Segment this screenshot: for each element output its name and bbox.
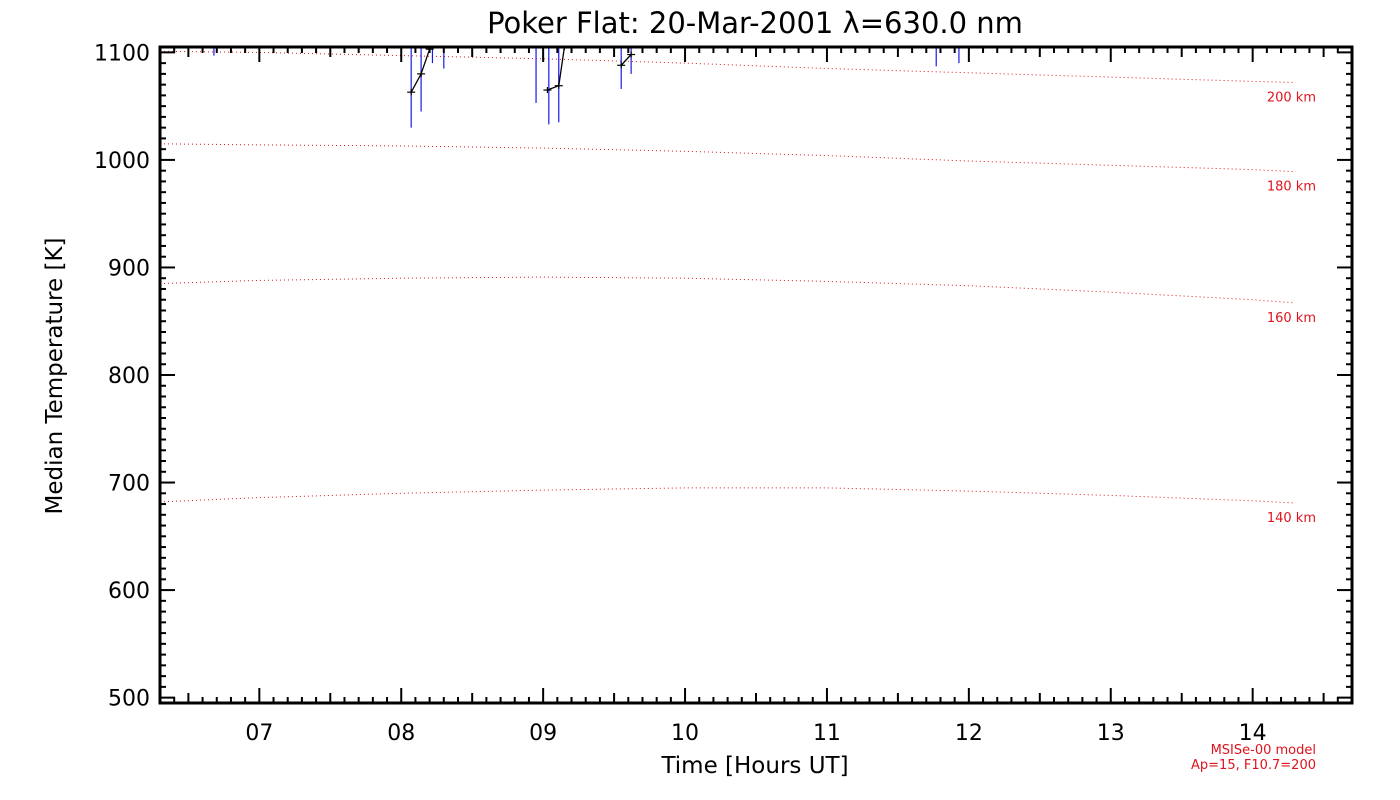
x-tick-label: 07 [245,721,273,746]
model-curve-label: 140 km [1267,511,1316,526]
model-curve-label: 180 km [1267,180,1316,195]
x-tick-label: 11 [813,721,841,746]
x-tick-label: 12 [955,721,983,746]
model-curve-180km [160,143,1296,173]
y-tick-label: 1000 [94,149,150,174]
model-curve-200km [160,50,1296,83]
plot-frame [158,45,1354,705]
y-tick-label: 900 [108,256,150,281]
x-axis-label: Time [Hours UT] [660,753,848,779]
measured-segment-3 [620,54,632,66]
y-tick-label: 700 [108,472,150,497]
measured-segment-2 [547,47,566,91]
model-curve-160km [160,276,1296,304]
x-tick-label: 10 [671,721,699,746]
axes: 07 08 09 10 11 12 13 14 500 600 700 800 900 1000 1100 [94,41,1354,746]
model-curve-label: 200 km [1267,90,1316,105]
model-annotation-line-1: MSISe-00 model [1211,743,1316,758]
y-axis-label: Median Temperature [K] [42,238,68,515]
model-annotation-line-2: Ap=15, F10.7=200 [1191,758,1316,773]
model-curve-label: 160 km [1267,311,1316,326]
x-tick-label: 14 [1239,721,1267,746]
y-tick-label: 500 [108,687,150,712]
chart-title: Poker Flat: 20-Mar-2001 λ=630.0 nm [487,6,1023,40]
y-tick-label: 800 [108,364,150,389]
plot-area [160,47,1296,504]
model-curve-140km [160,487,1296,504]
x-tick-label: 08 [387,721,415,746]
y-tick-label: 1100 [94,41,150,66]
x-tick-label: 13 [1097,721,1125,746]
x-tick-label: 09 [529,721,557,746]
y-tick-label: 600 [108,579,150,604]
